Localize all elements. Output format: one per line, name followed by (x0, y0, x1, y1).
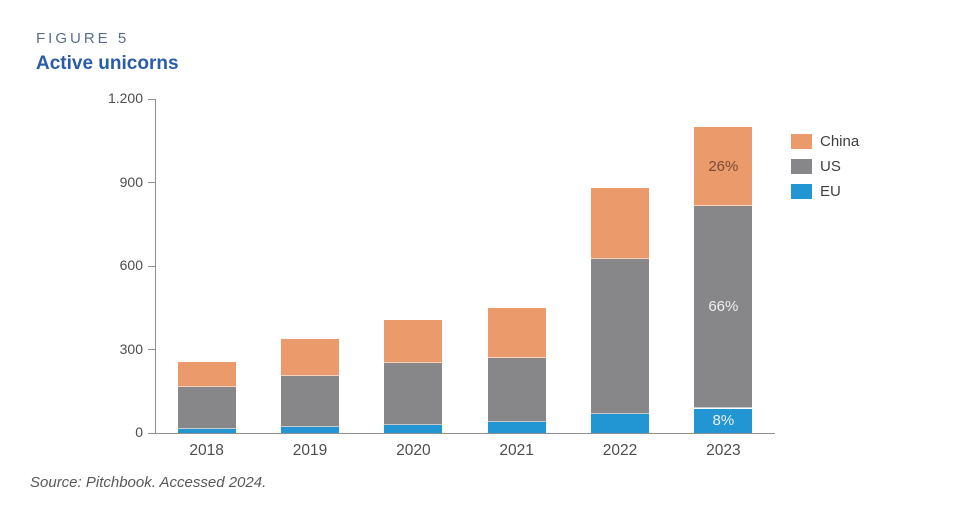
legend-label-china: China (820, 133, 860, 150)
bar-segment-2021-eu (487, 422, 546, 433)
legend-item-us: US (791, 159, 859, 174)
x-category-label-2020: 2020 (396, 442, 431, 459)
bar-segment-2023-china (694, 126, 753, 207)
y-tick (148, 98, 155, 100)
bar-segment-2019-us (281, 376, 339, 427)
x-category-label-2022: 2022 (602, 442, 638, 459)
bar-segment-2023-eu (694, 408, 753, 433)
segment-label-2023-us: 66% (708, 298, 739, 316)
y-tick-label: 300 (119, 340, 143, 357)
bar-segment-2020-eu (384, 424, 443, 433)
y-tick-label: 900 (119, 173, 143, 190)
bar-segment-2022-eu (591, 413, 649, 433)
bar-segment-2022-us (591, 258, 649, 414)
legend-label-us: US (820, 158, 841, 175)
legend-swatch-china (791, 134, 812, 149)
legend-item-china: China (791, 134, 859, 149)
y-tick (148, 182, 155, 183)
y-tick-label: 1.200 (107, 90, 143, 106)
x-category-label-2019: 2019 (292, 442, 328, 459)
x-category-label-2023: 2023 (706, 442, 741, 459)
bar-segment-2018-china (177, 362, 236, 388)
bar-segment-2019-china (281, 339, 339, 377)
y-tick (148, 432, 155, 434)
segment-label-2023-china: 26% (708, 157, 739, 175)
source-note: Source: Pitchbook. Accessed 2024. (30, 474, 267, 491)
y-tick (148, 265, 155, 267)
y-axis-line (155, 99, 156, 433)
legend: China US EU (791, 134, 859, 199)
figure-label: FIGURE 5 (36, 30, 130, 47)
bar-segment-2022-china (591, 188, 649, 259)
bar-segment-2018-eu (177, 428, 236, 433)
y-tick (148, 349, 155, 350)
legend-item-eu: EU (791, 184, 859, 199)
x-axis-line (155, 433, 775, 434)
x-category-label-2021: 2021 (499, 442, 534, 459)
bar-segment-2023-us (694, 206, 753, 409)
legend-label-eu: EU (820, 183, 841, 200)
legend-swatch-eu (791, 184, 812, 199)
bar-segment-2018-us (177, 387, 236, 429)
figure-title: Active unicorns (36, 53, 179, 74)
x-category-label-2018: 2018 (189, 442, 224, 459)
y-tick-label: 600 (119, 257, 143, 273)
bar-segment-2019-eu (281, 426, 339, 433)
bar-segment-2020-china (384, 320, 443, 363)
bar-segment-2021-china (487, 307, 546, 359)
segment-label-2023-eu: 8% (712, 411, 735, 429)
bar-segment-2020-us (384, 362, 443, 425)
legend-swatch-us (791, 159, 812, 174)
y-tick-label: 0 (135, 424, 143, 440)
bar-segment-2021-us (487, 358, 546, 423)
